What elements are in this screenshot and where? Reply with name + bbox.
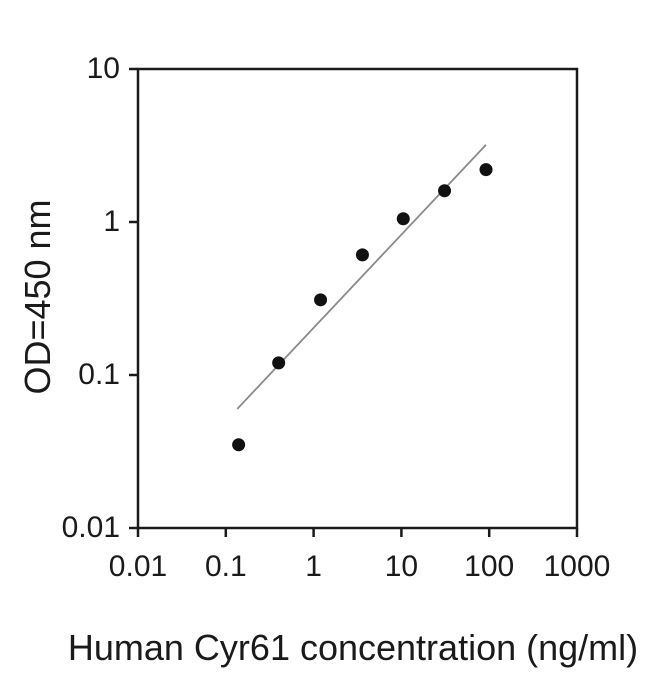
- x-tick-label: 1000: [543, 550, 611, 583]
- data-point: [232, 438, 246, 452]
- data-point: [272, 356, 286, 370]
- x-tick-label: 100: [464, 550, 515, 583]
- data-point: [314, 293, 328, 307]
- y-tick-label: 1: [103, 205, 120, 238]
- x-axis-title: Human Cyr61 concentration (ng/ml): [67, 627, 639, 668]
- fit-line: [236, 144, 487, 410]
- plot-frame: [136, 67, 579, 530]
- data-point: [355, 248, 369, 262]
- data-point: [396, 212, 410, 226]
- x-tick-label: 10: [384, 550, 419, 583]
- x-tick-label: 1: [305, 550, 322, 583]
- y-tick-label: 10: [86, 52, 120, 85]
- x-tick-label: 0.1: [204, 550, 247, 583]
- data-point: [438, 184, 452, 198]
- x-tick-label: 0.01: [108, 550, 168, 583]
- data-point: [479, 163, 493, 177]
- y-tick-label: 0.1: [78, 358, 120, 391]
- y-tick-label: 0.01: [61, 511, 120, 544]
